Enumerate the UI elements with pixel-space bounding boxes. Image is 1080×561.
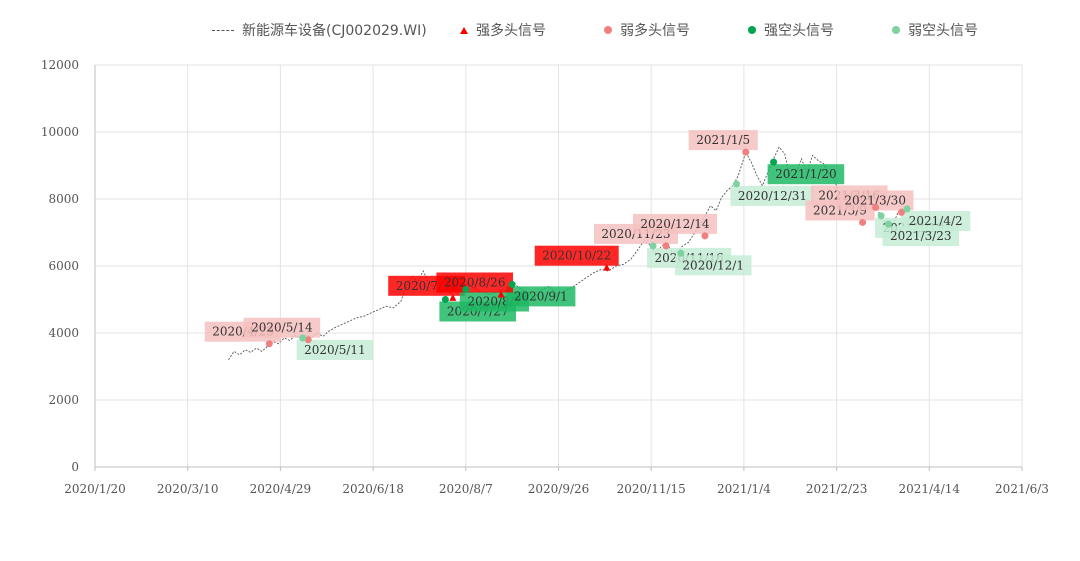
x-tick-label: 2020/8/7 (439, 482, 493, 496)
signal-label: 2021/4/2 (909, 214, 963, 228)
signal-label: 2020/8/26 (444, 276, 506, 290)
signal-label-box (882, 226, 960, 247)
legend-item-line: 新能源车设备(CJ002029.WI) (212, 20, 427, 40)
x-tick-label: 2020/3/10 (157, 482, 219, 496)
legend-item-weak-long: 弱多头信号 (604, 20, 690, 40)
x-tick-label: 2020/9/26 (528, 482, 590, 496)
weak-long-marker (897, 208, 905, 216)
strong-long-marker (497, 290, 505, 298)
y-tick-label: 2000 (48, 393, 79, 407)
signal-label-box (730, 185, 815, 206)
signal-label: 2021/3/23 (890, 229, 952, 243)
signal-label: 2021/1/5 (696, 133, 750, 147)
x-tick-label: 2020/4/29 (250, 482, 312, 496)
x-tick-label: 2021/4/14 (899, 482, 961, 496)
legend: 新能源车设备(CJ002029.WI) 强多头信号 弱多头信号 强空头信号 弱空… (0, 14, 1080, 44)
y-tick-label: 0 (71, 460, 79, 474)
x-tick-label: 2021/1/4 (717, 482, 771, 496)
legend-item-weak-short: 弱空头信号 (892, 20, 978, 40)
strong-short-marker (441, 296, 449, 303)
signal-label: 2020/10/22 (542, 249, 611, 263)
dot-icon (748, 26, 756, 34)
weak-long-marker (872, 203, 880, 211)
signal-label: 2021/1/20 (775, 167, 837, 181)
signal-label: 2021/3/30 (844, 193, 906, 207)
weak-long-marker (742, 148, 750, 156)
strong-short-marker (462, 285, 470, 293)
signal-label: 2020/5/14 (251, 321, 313, 335)
dot-icon (604, 26, 612, 34)
signal-label-box (836, 190, 914, 211)
y-tick-label: 6000 (48, 259, 79, 273)
y-tick-label: 10000 (41, 125, 79, 139)
weak-short-marker (299, 334, 307, 342)
signal-label-box (296, 340, 374, 360)
weak-short-marker (903, 205, 911, 213)
weak-short-marker (649, 242, 657, 250)
dot-icon (892, 26, 900, 34)
signal-label: 2020/9/1 (514, 289, 568, 303)
legend-label-strong-short: 强空头信号 (764, 23, 834, 39)
weak-short-marker (677, 249, 685, 257)
weak-long-marker (859, 218, 867, 226)
signal-label-box (688, 130, 758, 151)
signal-label-box (767, 164, 845, 185)
signal-label-box (506, 286, 576, 307)
x-tick-label: 2020/1/20 (64, 482, 126, 496)
signal-label: 2020/12/1 (682, 258, 744, 272)
x-tick-label: 2021/2/23 (806, 482, 868, 496)
signal-label-box (901, 211, 971, 231)
signal-label-box (436, 272, 513, 293)
legend-label-weak-long: 弱多头信号 (620, 23, 690, 39)
triangle-icon (460, 26, 468, 34)
weak-long-marker (701, 232, 709, 240)
legend-item-strong-long: 强多头信号 (460, 20, 546, 40)
weak-short-marker (877, 212, 885, 220)
strong-short-marker (770, 158, 778, 166)
legend-label-strong-long: 强多头信号 (476, 23, 546, 39)
weak-short-marker (732, 180, 740, 188)
signal-label-box (674, 255, 752, 276)
signal-label: 2020/12/14 (640, 217, 710, 231)
strong-short-marker (508, 280, 516, 288)
x-tick-label: 2021/6/3 (995, 482, 1049, 496)
signal-label-box (534, 245, 619, 266)
strong-long-marker (603, 263, 611, 271)
legend-item-strong-short: 强空头信号 (748, 20, 834, 40)
y-tick-label: 12000 (41, 58, 79, 72)
weak-long-marker (265, 340, 273, 348)
dashed-line-icon (212, 29, 234, 31)
y-tick-label: 8000 (48, 192, 79, 206)
weak-short-marker (885, 220, 893, 228)
y-tick-label: 4000 (48, 326, 79, 340)
signal-label: 2020/12/31 (738, 189, 807, 203)
x-tick-label: 2020/6/18 (342, 482, 404, 496)
signal-label: 2020/5/11 (304, 343, 366, 357)
signal-label-box (243, 317, 321, 338)
weak-long-marker (662, 242, 670, 250)
legend-label-line: 新能源车设备(CJ002029.WI) (242, 23, 427, 39)
x-tick-label: 2020/11/15 (617, 482, 686, 496)
signal-label-box (633, 213, 717, 234)
weak-long-marker (304, 336, 312, 344)
strong-long-marker (449, 293, 457, 301)
legend-label-weak-short: 弱空头信号 (908, 23, 978, 39)
